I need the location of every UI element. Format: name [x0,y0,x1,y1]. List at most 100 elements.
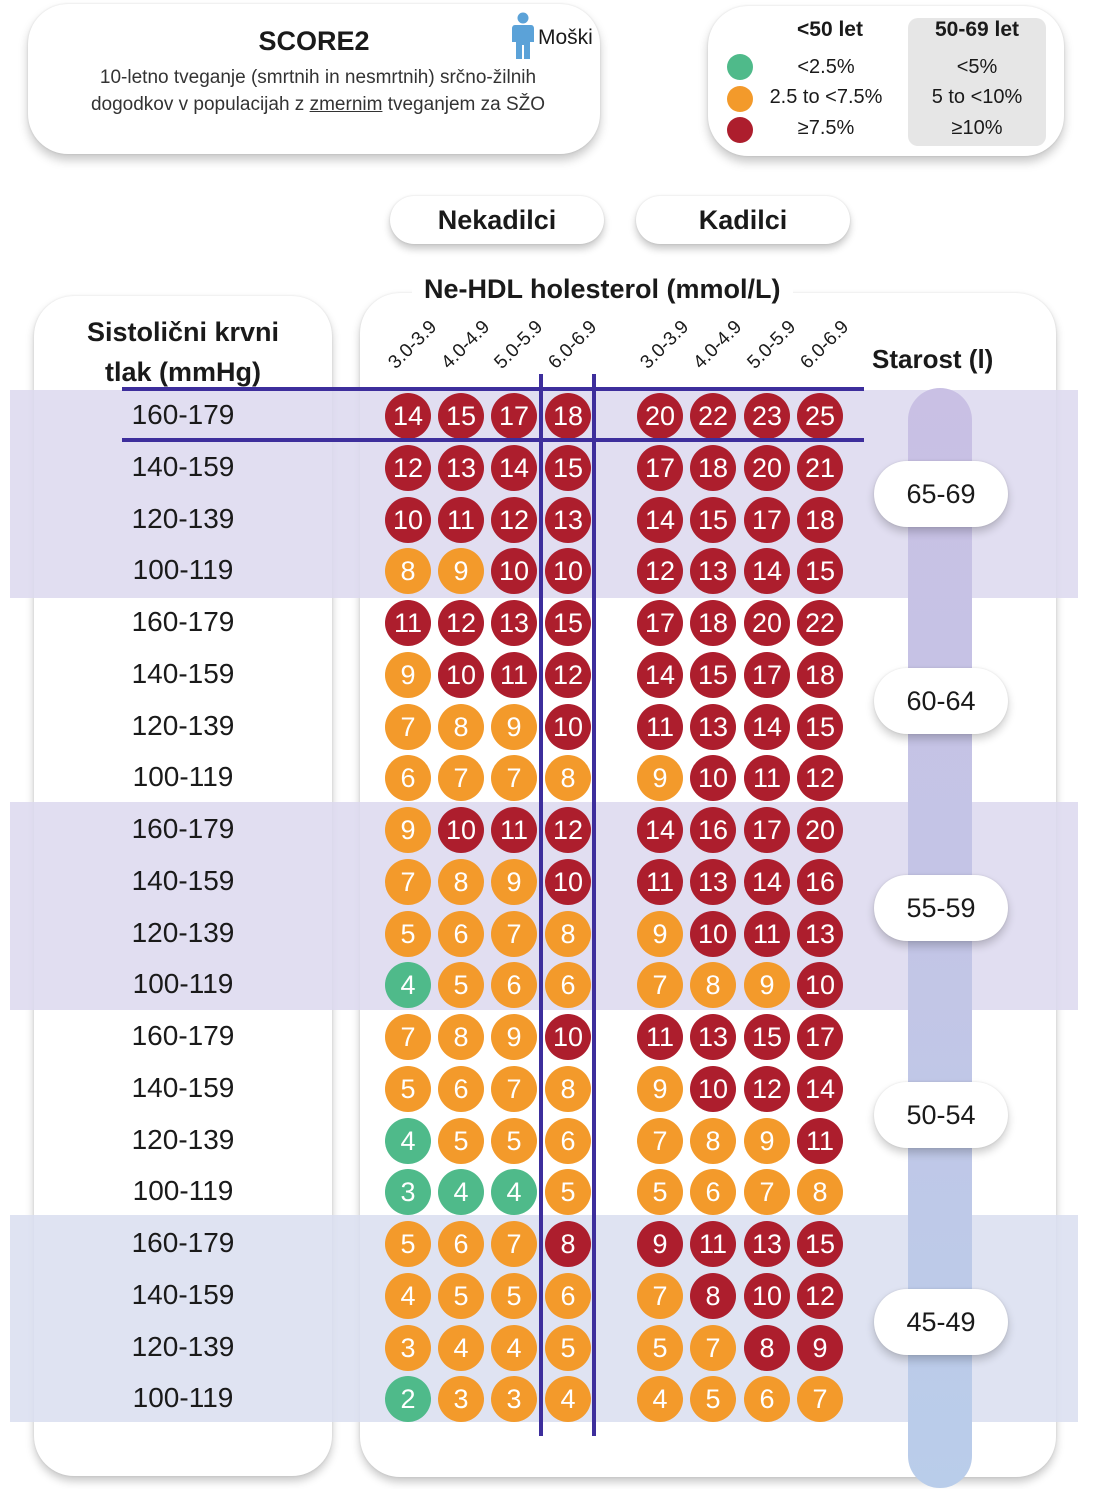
risk-cell-smokers: 11 [744,755,790,802]
risk-cell-smokers: 6 [690,1169,736,1216]
title-card: SCORE2 Moški 10-letno tveganje (smrtnih … [28,4,600,154]
risk-cell-nonsmokers: 10 [438,807,484,853]
risk-cell-smokers: 12 [744,1065,790,1112]
risk-cell-nonsmokers: 10 [491,548,537,595]
risk-cell-nonsmokers: 6 [438,1221,484,1267]
risk-cell-nonsmokers: 7 [438,755,484,802]
sbp-label: 120-139 [131,502,235,534]
description-line-1: 10-letno tveganje (smrtnih in nesmrtnih)… [99,67,537,88]
risk-cell-smokers: 18 [797,651,843,698]
risk-cell-smokers: 6 [744,1376,790,1423]
nonsmokers-header: Nekadilci [390,196,604,244]
risk-cell-nonsmokers: 9 [385,807,431,853]
risk-cell-nonsmokers: 5 [491,1117,537,1164]
description-underlined-word: zmernim [309,94,383,115]
risk-cell-smokers: 13 [797,910,843,957]
risk-cell-nonsmokers: 7 [385,1014,431,1060]
risk-cell-nonsmokers: 6 [545,962,591,1009]
risk-cell-smokers: 20 [744,444,790,491]
risk-cell-smokers: 14 [797,1065,843,1112]
risk-cell-smokers: 16 [797,858,843,905]
risk-cell-nonsmokers: 8 [545,1221,591,1267]
risk-cell-smokers: 20 [637,393,683,439]
risk-cell-nonsmokers: 17 [491,393,537,439]
risk-cell-nonsmokers: 9 [438,548,484,595]
legend-dot-high [727,117,753,143]
risk-cell-nonsmokers: 4 [385,1272,431,1319]
sbp-label: 160-179 [131,606,235,637]
risk-cell-nonsmokers: 7 [491,1221,537,1267]
age-group-label: 45-49 [874,1288,1008,1355]
legend-header-under-50: <50 let [797,18,863,41]
risk-cell-nonsmokers: 8 [438,703,484,750]
legend-under50-low: <2.5% [797,56,855,78]
risk-cell-smokers: 15 [797,1221,843,1267]
risk-cell-smokers: 17 [744,807,790,853]
sbp-label: 140-159 [131,1071,235,1103]
chart-title: SCORE2 [258,26,370,56]
risk-cell-nonsmokers: 4 [545,1376,591,1423]
legend-under50-moderate: 2.5 to <7.5% [769,86,883,108]
risk-cell-nonsmokers: 13 [438,444,484,491]
risk-cell-smokers: 7 [637,1117,683,1164]
risk-cell-smokers: 20 [744,600,790,646]
age-group-label: 65-69 [874,460,1008,527]
sbp-label: 100-119 [132,1382,234,1414]
risk-cell-smokers: 9 [744,1117,790,1164]
risk-cell-nonsmokers: 11 [385,600,431,646]
risk-cell-nonsmokers: 5 [438,962,484,1009]
risk-cell-nonsmokers: 7 [491,910,537,957]
sbp-label: 100-119 [132,761,234,793]
risk-cell-smokers: 10 [797,962,843,1009]
highlight-column-left-line [539,374,543,1436]
risk-cell-smokers: 5 [637,1169,683,1216]
risk-cell-smokers: 13 [744,1221,790,1267]
risk-cell-smokers: 16 [690,807,736,853]
risk-cell-smokers: 5 [637,1324,683,1371]
risk-cell-nonsmokers: 15 [545,600,591,646]
risk-cell-nonsmokers: 7 [385,858,431,905]
risk-cell-nonsmokers: 4 [385,1117,431,1164]
risk-cell-nonsmokers: 12 [545,807,591,853]
risk-cell-smokers: 9 [637,755,683,802]
highlight-column-right-line [592,374,596,1436]
risk-cell-smokers: 8 [690,1272,736,1319]
risk-cell-smokers: 12 [797,755,843,802]
risk-cell-nonsmokers: 12 [438,600,484,646]
description-line-2: dogodkov v populacijah z zmernim tveganj… [90,94,546,115]
risk-cell-smokers: 7 [797,1376,843,1423]
gender-label: Moški [538,26,593,49]
risk-cell-smokers: 15 [744,1014,790,1060]
risk-cell-nonsmokers: 6 [385,755,431,802]
highlight-row-bottom-line [122,438,864,442]
risk-cell-smokers: 15 [690,651,736,698]
risk-cell-smokers: 15 [690,496,736,543]
sbp-title-line-1: Sistolični krvni [86,317,280,347]
risk-cell-smokers: 9 [744,962,790,1009]
risk-cell-smokers: 10 [690,1065,736,1112]
risk-cell-nonsmokers: 2 [385,1376,431,1423]
highlight-row-top-line [122,387,864,391]
risk-cell-smokers: 17 [744,651,790,698]
chart-description: 10-letno tveganje (smrtnih in nesmrtnih)… [68,64,568,118]
risk-cell-nonsmokers: 10 [545,1014,591,1060]
risk-cell-nonsmokers: 8 [545,1065,591,1112]
risk-cell-smokers: 13 [690,548,736,595]
risk-cell-smokers: 11 [690,1221,736,1267]
risk-cell-nonsmokers: 5 [438,1272,484,1319]
risk-cell-nonsmokers: 3 [385,1169,431,1216]
risk-cell-smokers: 13 [690,1014,736,1060]
risk-cell-nonsmokers: 7 [491,755,537,802]
sbp-axis-title: Sistolični krvni tlak (mmHg) [34,312,332,392]
cholesterol-axis-label: Ne-HDL holesterol (mmol/L) [412,274,793,305]
risk-cell-nonsmokers: 13 [491,600,537,646]
legend-50-69-high: ≥10% [951,117,1003,139]
risk-cell-nonsmokers: 6 [545,1117,591,1164]
age-group-label: 50-54 [874,1081,1008,1148]
risk-cell-smokers: 23 [744,393,790,439]
sbp-label: 160-179 [131,399,235,430]
risk-cell-nonsmokers: 10 [438,651,484,698]
risk-cell-smokers: 9 [637,1221,683,1267]
risk-cell-nonsmokers: 6 [438,1065,484,1112]
risk-cell-smokers: 9 [637,1065,683,1112]
